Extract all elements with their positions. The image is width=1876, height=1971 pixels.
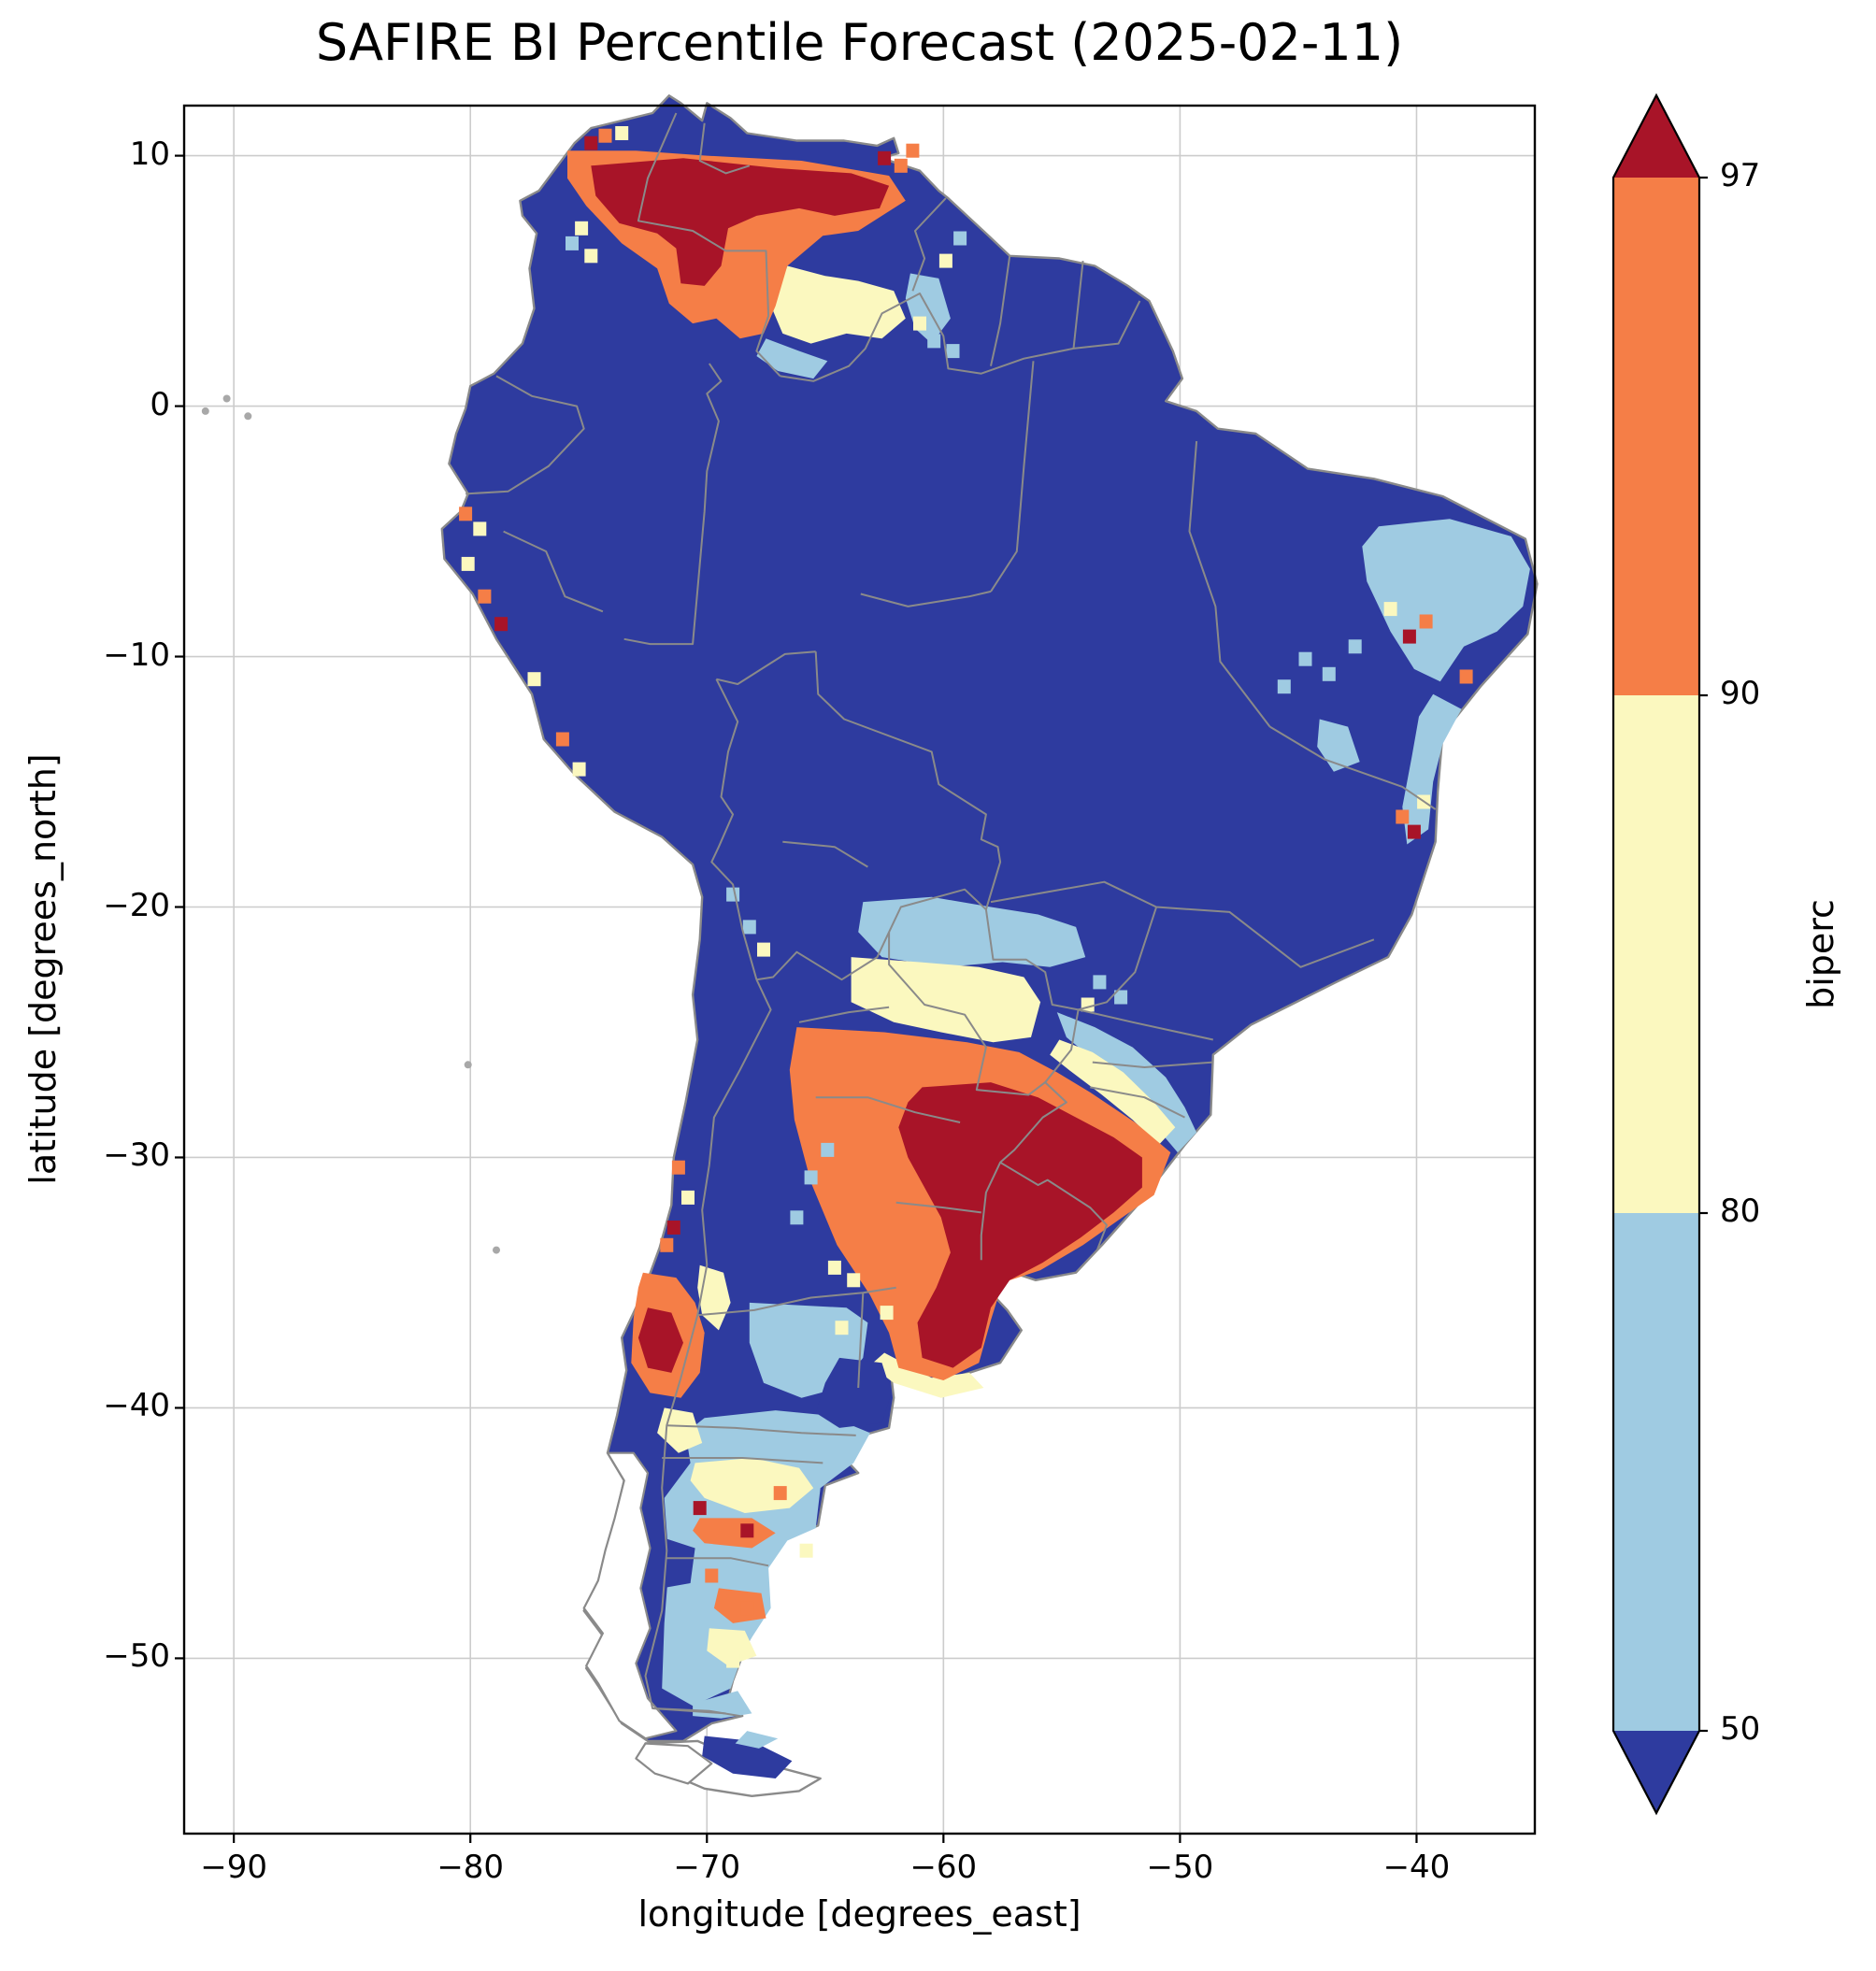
small-island (493, 1246, 500, 1254)
percentile-cells (459, 126, 1473, 1668)
plot-frame (182, 104, 1537, 1835)
axis-ticks (175, 154, 1418, 1843)
small-island (201, 407, 209, 415)
small-island (244, 412, 252, 421)
colorbar (1611, 93, 1708, 1816)
admin-borders (465, 112, 1437, 1718)
small-island (464, 1061, 472, 1069)
colorbar-extend-min (1613, 1731, 1699, 1813)
no-data-land (582, 1451, 713, 1785)
small-island (222, 394, 231, 403)
colorbar-extend-max (1613, 95, 1699, 178)
